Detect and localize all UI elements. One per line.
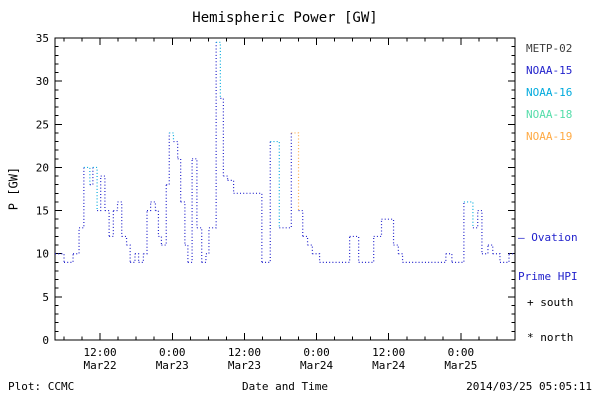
svg-text:25: 25 — [36, 118, 49, 131]
svg-text:12:00: 12:00 — [228, 346, 261, 359]
svg-text:12:00: 12:00 — [84, 346, 117, 359]
svg-text:35: 35 — [36, 32, 49, 45]
svg-text:20: 20 — [36, 161, 49, 174]
svg-text:0:00: 0:00 — [448, 346, 475, 359]
svg-text:Mar22: Mar22 — [84, 359, 117, 372]
legend-ovation-line2: Prime HPI — [518, 270, 578, 283]
legend-marker-south: + south — [527, 296, 573, 309]
footer-plot-source: Plot: CCMC — [8, 380, 75, 393]
svg-text:Mar25: Mar25 — [444, 359, 477, 372]
legend-item-noaa-19: NOAA-19 — [526, 130, 573, 143]
legend-marker-north: * north — [527, 331, 573, 344]
svg-text:0:00: 0:00 — [159, 346, 186, 359]
svg-text:Mar24: Mar24 — [300, 359, 333, 372]
asterisk-marker-icon: * — [527, 331, 534, 344]
chart-title: Hemispheric Power [GW] — [192, 10, 378, 26]
legend-item-metp-02: METP-02 — [526, 42, 573, 55]
svg-text:Mar23: Mar23 — [228, 359, 261, 372]
legend-marker-south-label: south — [540, 296, 574, 309]
legend-ovation: — Ovation Prime HPI — [518, 205, 578, 309]
svg-text:30: 30 — [36, 75, 49, 88]
svg-text:Mar24: Mar24 — [372, 359, 405, 372]
y-axis-label: P [GW] — [6, 166, 21, 211]
svg-text:0: 0 — [42, 334, 49, 347]
legend-item-noaa-15: NOAA-15 — [526, 64, 573, 77]
svg-text:12:00: 12:00 — [372, 346, 405, 359]
legend-marker-north-label: north — [540, 331, 574, 344]
svg-text:15: 15 — [36, 205, 49, 218]
legend-item-noaa-16: NOAA-16 — [526, 86, 573, 99]
svg-text:0:00: 0:00 — [303, 346, 330, 359]
plus-marker-icon: + — [527, 296, 534, 309]
svg-text:5: 5 — [42, 291, 49, 304]
legend-ovation-line1: — Ovation — [518, 231, 578, 244]
x-axis-label: Date and Time — [241, 380, 329, 393]
footer-timestamp: 2014/03/25 05:05:11 — [466, 380, 592, 393]
svg-text:10: 10 — [36, 248, 49, 261]
svg-text:Mar23: Mar23 — [156, 359, 189, 372]
legend-item-noaa-18: NOAA-18 — [526, 108, 573, 121]
